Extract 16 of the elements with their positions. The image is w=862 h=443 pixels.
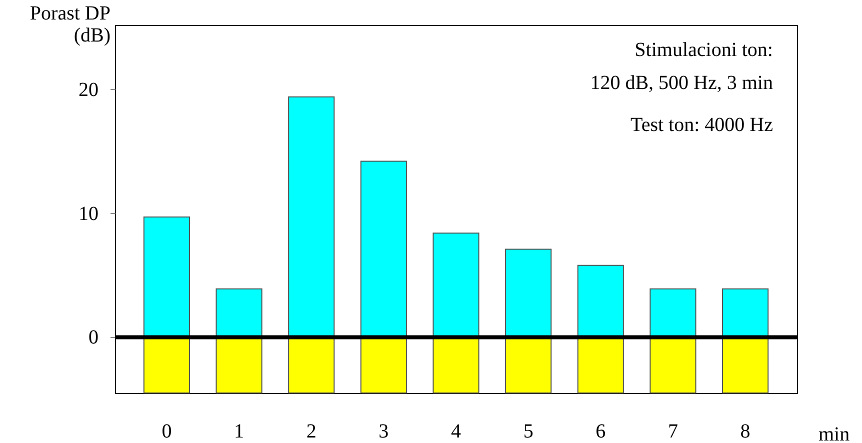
y-tick-label: 0 [88, 326, 98, 349]
x-tick-label: 8 [740, 420, 750, 442]
x-tick-label: 3 [378, 420, 389, 442]
y-tick-label: 10 [78, 202, 98, 225]
x-tick-label: 7 [668, 420, 678, 442]
y-axis-title: Porast DP (dB) [30, 2, 110, 46]
x-tick-label: 1 [234, 420, 244, 442]
x-tick-label: 5 [523, 420, 534, 442]
x-axis-title: min [818, 424, 850, 443]
annotation: Test ton: 4000 Hz [630, 114, 774, 136]
y-tick-label: 20 [78, 78, 98, 101]
x-tick-label: 4 [451, 420, 461, 442]
annotation: Stimulacioni ton: 120 dB, 500 Hz, 3 min [590, 39, 773, 94]
x-tick-label: 6 [596, 420, 606, 442]
x-tick-label: 2 [306, 420, 316, 442]
x-tick-label: 0 [162, 420, 172, 442]
